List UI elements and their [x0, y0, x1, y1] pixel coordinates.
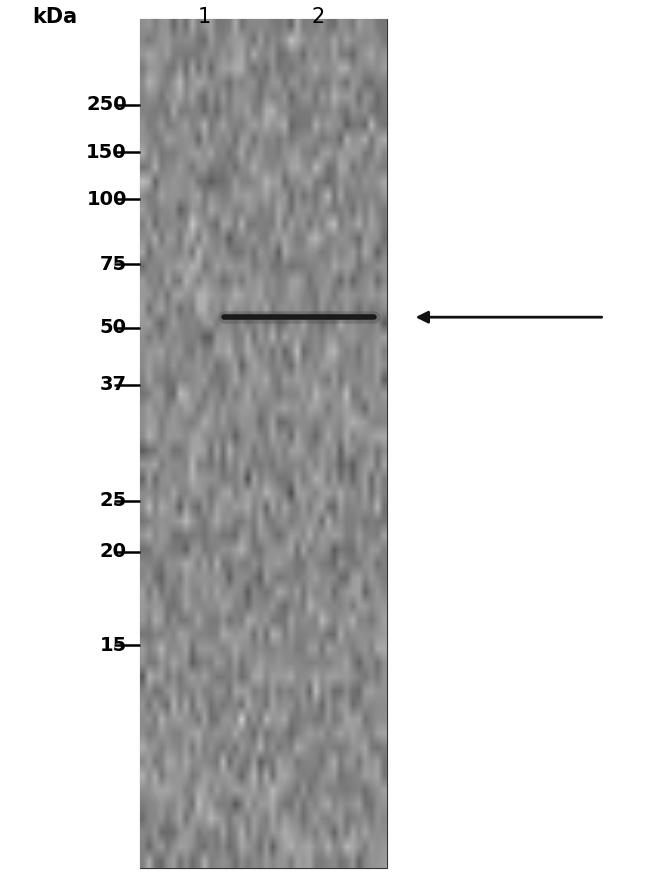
Text: 100: 100 — [86, 190, 127, 209]
Bar — [140, 19, 387, 868]
Text: 150: 150 — [86, 143, 127, 162]
Text: 37: 37 — [99, 375, 127, 394]
Text: 75: 75 — [99, 254, 127, 274]
Text: 50: 50 — [99, 318, 127, 338]
Text: 2: 2 — [312, 6, 325, 27]
Text: 20: 20 — [99, 542, 127, 562]
Text: 25: 25 — [99, 491, 127, 510]
Text: kDa: kDa — [32, 6, 78, 27]
Text: 250: 250 — [86, 95, 127, 114]
Text: 1: 1 — [198, 6, 211, 27]
Text: 15: 15 — [99, 635, 127, 655]
